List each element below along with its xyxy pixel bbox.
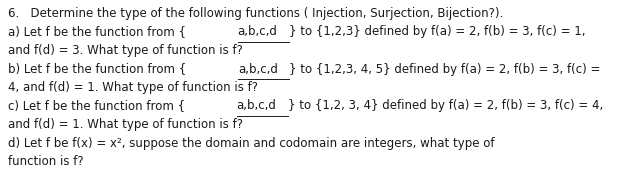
Text: and f(d) = 1. What type of function is f?: and f(d) = 1. What type of function is f… [8, 118, 243, 131]
Text: } to {1,2,3} defined by f(a) = 2, f(b) = 3, f(c) = 1,: } to {1,2,3} defined by f(a) = 2, f(b) =… [289, 25, 586, 39]
Text: a,b,c,d: a,b,c,d [237, 100, 276, 113]
Text: 6.   Determine the type of the following functions ( Injection, Surjection, Bije: 6. Determine the type of the following f… [8, 7, 503, 20]
Text: } to {1,2, 3, 4} defined by f(a) = 2, f(b) = 3, f(c) = 4,: } to {1,2, 3, 4} defined by f(a) = 2, f(… [288, 100, 604, 113]
Text: a) Let f be the function from {: a) Let f be the function from { [8, 25, 186, 39]
Text: a,b,c,d: a,b,c,d [238, 25, 278, 39]
Text: b) Let f be the function from {: b) Let f be the function from { [8, 62, 186, 76]
Text: c) Let f be the function from {: c) Let f be the function from { [8, 100, 185, 113]
Text: function is f?: function is f? [8, 155, 84, 168]
Text: } to {1,2,3, 4, 5} defined by f(a) = 2, f(b) = 3, f(c) =: } to {1,2,3, 4, 5} defined by f(a) = 2, … [290, 62, 601, 76]
Text: a,b,c,d: a,b,c,d [238, 62, 278, 76]
Text: 4, and f(d) = 1. What type of function is f?: 4, and f(d) = 1. What type of function i… [8, 81, 258, 94]
Text: and f(d) = 3. What type of function is f?: and f(d) = 3. What type of function is f… [8, 44, 243, 57]
Text: d) Let f be f(x) = x², suppose the domain and codomain are integers, what type o: d) Let f be f(x) = x², suppose the domai… [8, 137, 494, 150]
